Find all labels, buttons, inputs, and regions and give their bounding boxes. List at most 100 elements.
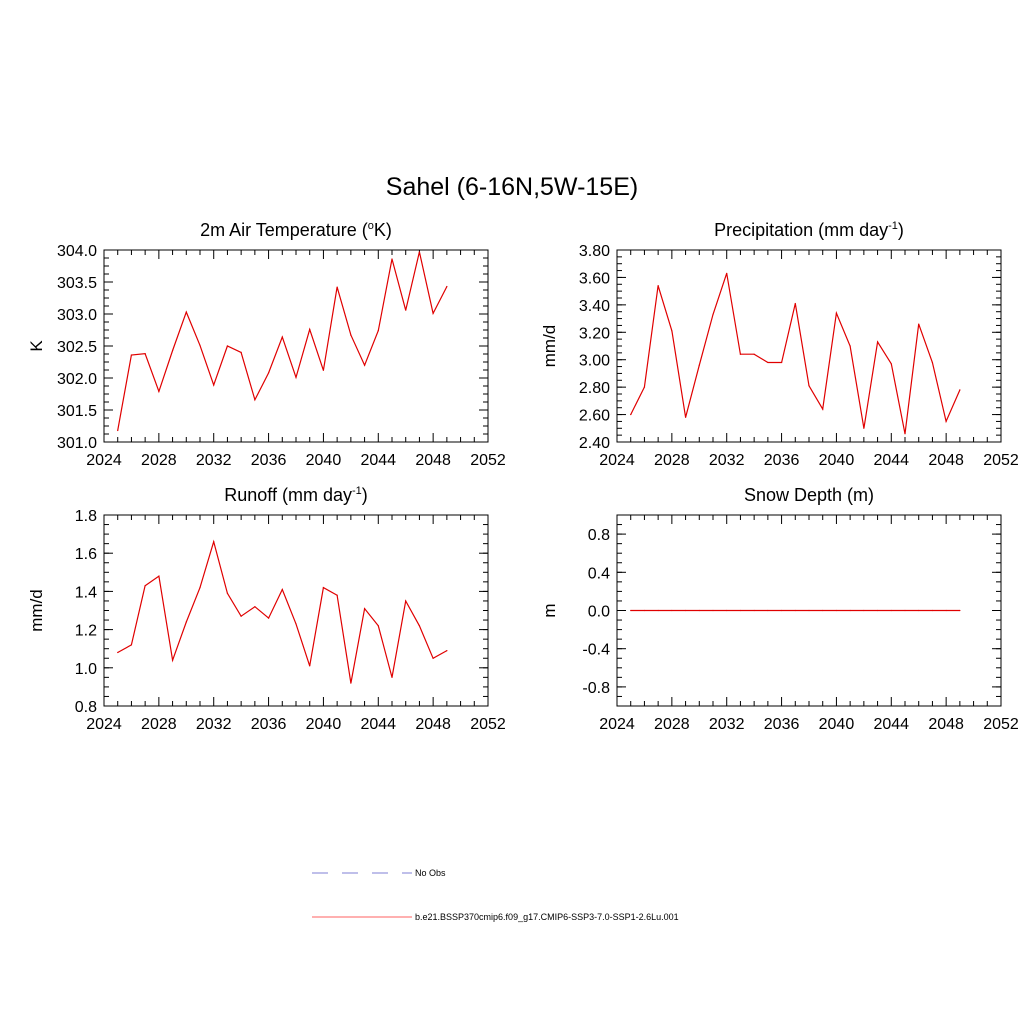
panel-title-text: Runoff (mm day: [224, 485, 352, 505]
panel-title-sup: -1: [888, 220, 898, 232]
data-point: [643, 386, 646, 388]
data-point: [267, 372, 270, 374]
data-point: [657, 285, 659, 287]
y-tick-label: 3.80: [579, 243, 610, 260]
series-line: [117, 539, 448, 684]
data-point: [254, 399, 256, 401]
x-tick-label: 2048: [415, 452, 451, 469]
data-point: [767, 609, 769, 612]
data-point: [213, 384, 215, 386]
x-tick-label: 2032: [709, 452, 745, 469]
x-tick-label: 2036: [764, 716, 800, 733]
x-tick-label: 2052: [983, 716, 1019, 733]
data-point: [144, 585, 146, 587]
x-tick-label: 2024: [599, 716, 635, 733]
x-tick-label: 2044: [873, 452, 909, 469]
data-point: [281, 336, 283, 338]
data-point: [226, 345, 229, 347]
data-point: [418, 251, 421, 253]
data-point: [890, 609, 892, 612]
x-tick-label: 2040: [306, 716, 342, 733]
series-line: [117, 251, 448, 431]
data-point: [945, 420, 947, 423]
y-tick-label: 301.0: [57, 435, 97, 452]
x-tick-label: 2028: [654, 716, 690, 733]
panel-title: Precipitation (mm day-1): [714, 220, 904, 240]
data-point: [309, 328, 311, 330]
data-point: [931, 361, 934, 364]
data-point: [671, 330, 673, 332]
y-tick-label: 3.00: [579, 353, 610, 370]
data-point: [794, 302, 796, 305]
x-tick-label: 2040: [306, 452, 342, 469]
x-tick-label: 2036: [251, 716, 287, 733]
data-point: [904, 609, 906, 612]
panel-title-text: Precipitation (mm day: [714, 220, 888, 240]
data-point: [213, 541, 215, 543]
data-point: [684, 416, 687, 418]
x-tick-label: 2044: [873, 716, 909, 733]
y-axis-label: m: [540, 603, 559, 617]
y-tick-label: 0.0: [588, 604, 610, 621]
y-tick-label: 301.5: [57, 403, 97, 420]
y-axis-label: mm/d: [540, 325, 559, 368]
data-point: [822, 408, 824, 410]
y-tick-label: 1.2: [75, 623, 97, 640]
data-point: [904, 433, 906, 435]
panel-title: Runoff (mm day-1): [224, 485, 368, 505]
y-tick-label: 1.4: [75, 584, 97, 601]
data-point: [849, 609, 851, 612]
data-point: [377, 330, 379, 332]
figure-title: Sahel (6-16N,5W-15E): [386, 173, 638, 201]
data-point: [630, 413, 632, 416]
panel-3: Runoff (mm day-1) mm/d 2024 2028 2032 2036 204…: [27, 485, 506, 733]
data-point: [753, 609, 755, 612]
data-point: [780, 609, 783, 612]
data-point: [363, 364, 366, 366]
data-point: [336, 594, 338, 596]
x-tick-label: 2032: [196, 452, 232, 469]
y-tick-label: 303.5: [57, 275, 97, 292]
data-point: [240, 615, 242, 617]
panel-title: 2m Air Temperature (oK): [200, 220, 392, 240]
x-tick-label: 2028: [654, 452, 690, 469]
plot-frame: [103, 249, 489, 443]
x-tick-label: 2048: [928, 716, 964, 733]
legend: No Obs b.e21.BSSP370cmip6.f09_g17.CMIP6-S…: [312, 868, 679, 922]
data-point: [295, 376, 297, 378]
series-line: [630, 273, 961, 434]
data-point: [643, 609, 646, 612]
data-point: [767, 361, 769, 364]
data-point: [918, 609, 920, 612]
data-point: [849, 345, 851, 347]
data-point: [432, 312, 434, 314]
x-tick-label: 2024: [86, 716, 122, 733]
panel-title-sup: o: [368, 220, 374, 232]
y-tick-label: -0.4: [582, 642, 610, 659]
y-tick-label: 2.80: [579, 380, 610, 397]
data-point: [863, 609, 865, 612]
data-point: [945, 609, 947, 612]
panel-title-suffix: K): [374, 220, 392, 240]
x-tick-label: 2032: [196, 716, 232, 733]
x-tick-label: 2040: [819, 716, 855, 733]
y-tick-label: 304.0: [57, 243, 97, 260]
data-point: [753, 353, 755, 355]
x-tick-label: 2044: [360, 716, 396, 733]
panel-title-suffix: ): [898, 220, 904, 240]
y-tick-label: 303.0: [57, 307, 97, 324]
data-point: [199, 586, 201, 589]
data-point: [117, 651, 119, 654]
data-point: [698, 364, 700, 366]
data-point: [309, 665, 311, 667]
y-tick-label: 2.60: [579, 408, 610, 425]
data-point: [405, 309, 407, 311]
data-point: [377, 625, 379, 627]
data-point: [726, 272, 728, 274]
data-point: [684, 609, 687, 612]
y-tick-label: 3.60: [579, 270, 610, 287]
data-point: [391, 676, 393, 678]
data-point: [199, 344, 201, 346]
data-point: [959, 389, 961, 391]
